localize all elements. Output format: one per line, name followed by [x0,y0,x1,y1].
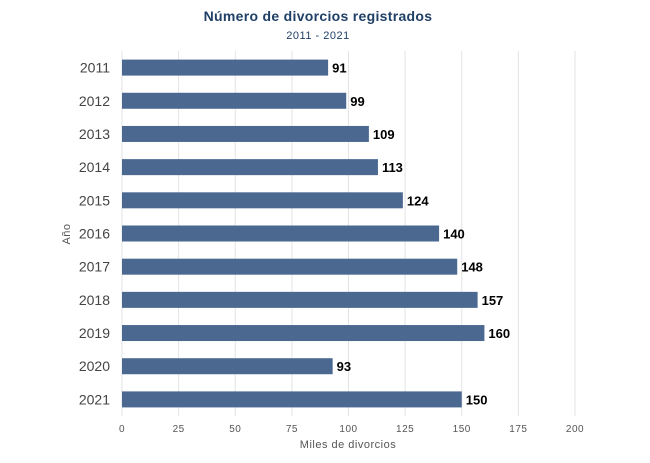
x-tick-label: 175 [509,424,527,435]
x-tick-label: 0 [119,424,125,435]
x-tick-label: 200 [566,424,584,435]
y-tick-label: 2021 [79,391,110,407]
data-label: 150 [466,392,488,407]
data-label: 124 [407,193,429,208]
bar[interactable] [122,291,478,308]
data-labels: 91 99 109 113 124 140 148 157 160 93 150 [332,61,510,408]
bar[interactable] [122,159,378,176]
bar[interactable] [122,225,440,242]
y-axis-label: Año [61,223,73,244]
bar[interactable] [122,358,333,375]
data-label: 148 [461,260,483,275]
data-label: 99 [350,94,364,109]
x-tick-label: 150 [453,424,471,435]
x-tick-label: 75 [286,424,298,435]
y-tick-label: 2014 [79,159,110,175]
x-tick-label: 100 [339,424,357,435]
data-label: 109 [373,127,395,142]
bar[interactable] [122,92,347,109]
x-axis-label: Miles de divorcios [300,439,396,451]
bar[interactable] [122,192,403,209]
data-label: 113 [382,160,403,175]
y-tick-label: 2013 [79,126,110,142]
bar[interactable] [122,258,458,275]
chart-subtitle: 2011 - 2021 [286,30,349,42]
y-tick-label: 2012 [79,93,110,109]
bar[interactable] [122,325,485,342]
data-label: 93 [337,359,351,374]
chart-title: Número de divorcios registrados [204,8,433,24]
y-axis-ticks: 2011 2012 2013 2014 2015 2016 2017 2018 2019 2020… [79,60,110,408]
data-label: 91 [332,61,346,76]
data-label: 160 [488,326,510,341]
bars [122,59,485,408]
bar[interactable] [122,59,329,76]
y-tick-label: 2015 [79,192,110,208]
x-tick-label: 125 [396,424,414,435]
y-tick-label: 2020 [79,358,110,374]
bar[interactable] [122,391,462,408]
y-tick-label: 2011 [80,60,110,76]
y-tick-label: 2017 [79,259,110,275]
data-label: 157 [482,293,504,308]
data-label: 140 [443,227,465,242]
bar[interactable] [122,125,369,142]
y-tick-label: 2019 [79,325,110,341]
x-tick-label: 25 [173,424,185,435]
y-tick-label: 2016 [79,226,110,242]
x-tick-label: 50 [229,424,241,435]
x-axis-ticks: 0 25 50 75 100 125 150 175 200 [119,424,584,435]
y-tick-label: 2018 [79,292,110,308]
